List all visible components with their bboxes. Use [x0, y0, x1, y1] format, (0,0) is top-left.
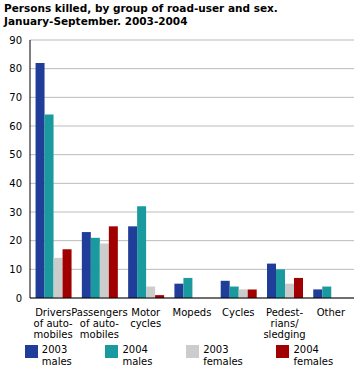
svg-text:Cycles: Cycles [222, 307, 255, 318]
html-text:females: females [293, 356, 334, 367]
html-text:males: males [122, 356, 153, 367]
html-text:2004: 2004 [293, 344, 319, 355]
html-text:2003: 2003 [203, 344, 229, 355]
svg-text:Mopeds: Mopeds [173, 307, 212, 318]
svg-text:70: 70 [9, 92, 22, 103]
svg-text:50: 50 [9, 149, 22, 160]
html-text:2003: 2003 [41, 344, 68, 355]
svg-text:0: 0 [16, 293, 22, 304]
svg-text:Motorcycles: Motorcycles [130, 307, 161, 329]
svg-text:20: 20 [9, 235, 22, 246]
svg-text:80: 80 [9, 63, 22, 74]
svg-text:30: 30 [9, 207, 22, 218]
svg-text:Passengersof auto-mobiles: Passengersof auto-mobiles [71, 307, 127, 340]
html-text:2004: 2004 [122, 344, 148, 355]
svg-text:Driversof auto-mobiles: Driversof auto-mobiles [34, 307, 74, 340]
svg-text:40: 40 [9, 178, 22, 189]
html-text:Persons killed, by group of ro: Persons killed, by group of road-user an… [4, 2, 278, 14]
svg-text:10: 10 [9, 264, 22, 275]
svg-text:60: 60 [9, 121, 22, 132]
svg-text:Pedest-rians/sledging: Pedest-rians/sledging [263, 307, 305, 340]
html-text:females: females [203, 356, 243, 367]
svg-text:90: 90 [9, 35, 22, 46]
svg-text:Other: Other [317, 307, 346, 318]
html-text:January-September. 2003-2004: January-September. 2003-2004 [4, 15, 188, 27]
html-text:males: males [41, 356, 72, 367]
